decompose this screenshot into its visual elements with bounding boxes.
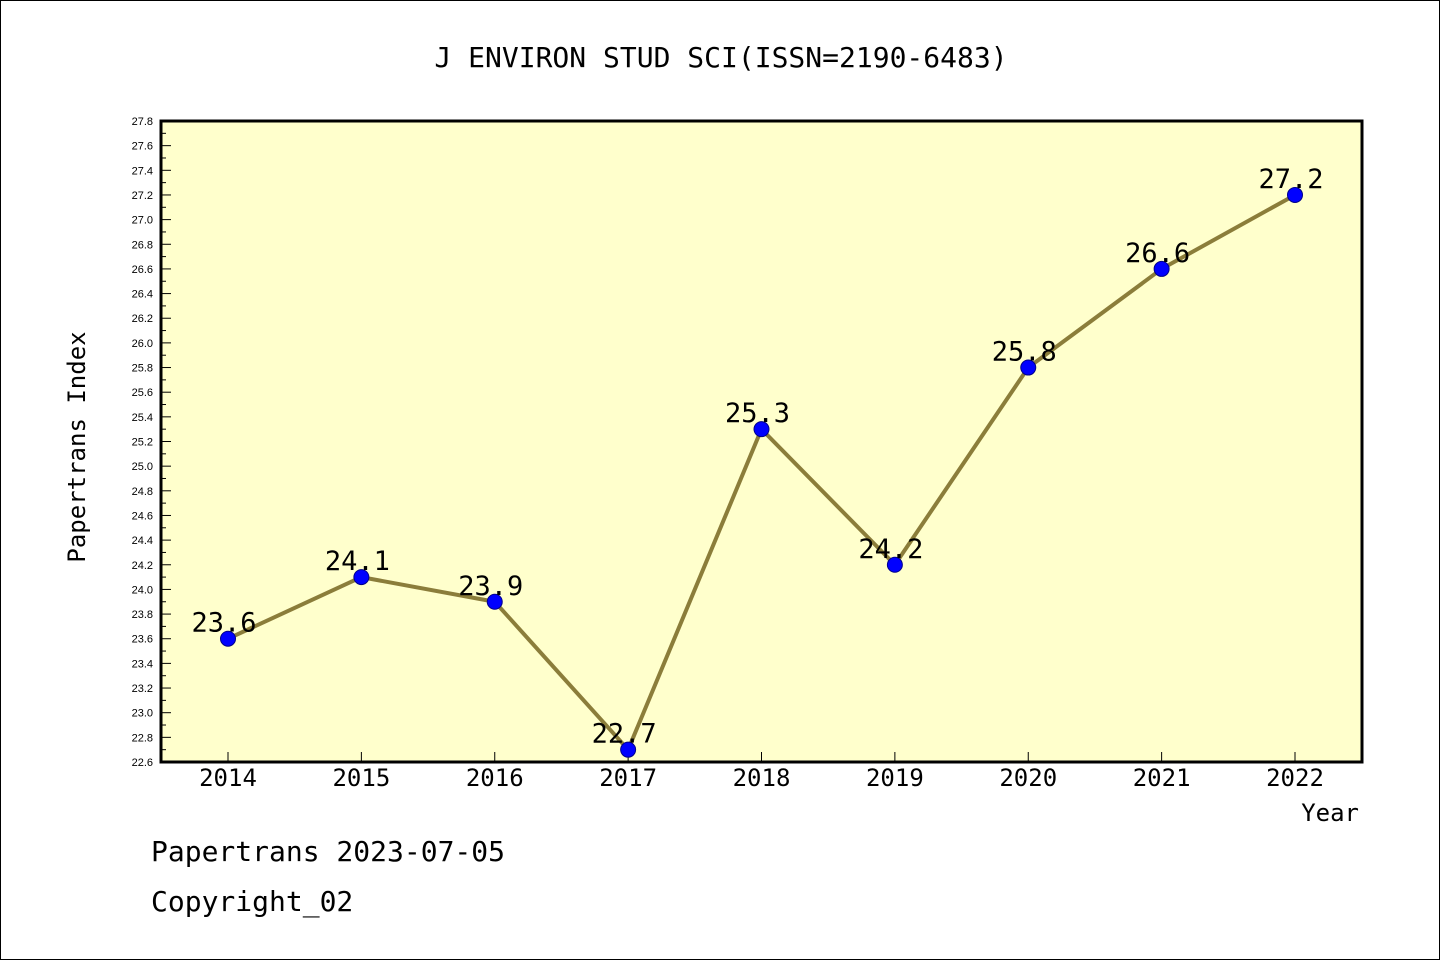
x-axis-label: Year: [1301, 799, 1359, 827]
data-label: 24.2: [858, 534, 923, 565]
x-tick-label: 2020: [999, 764, 1057, 792]
y-tick-label: 23.4: [132, 658, 153, 670]
data-label: 25.3: [725, 398, 790, 429]
x-tick-label: 2014: [199, 764, 257, 792]
data-point: [486, 593, 503, 610]
data-point: [220, 630, 236, 647]
y-tick-label: 26.0: [132, 338, 153, 350]
data-label: 22.7: [592, 719, 657, 750]
y-tick-label: 25.2: [132, 437, 153, 449]
data-label: 23.6: [191, 608, 256, 639]
x-axis-ticks: 2014 2015 2016 2017 2018 2019 2020 2021 2022: [199, 752, 1324, 792]
y-tick-label: 25.0: [132, 461, 153, 473]
data-point: [353, 569, 370, 586]
data-label: 23.9: [458, 571, 523, 602]
data-label: 24.1: [325, 546, 390, 577]
x-tick-label: 2015: [332, 764, 390, 792]
x-tick-label: 2017: [599, 764, 657, 792]
y-tick-label: 26.2: [132, 313, 153, 325]
data-point: [1020, 359, 1037, 376]
x-tick-label: 2021: [1133, 764, 1191, 792]
chart-title: J ENVIRON STUD SCI(ISSN=2190-6483): [434, 41, 1007, 74]
series-layer: 23.6 24.1 23.9 22.7 25.3 24.2 25.8 26.6 27.2: [191, 164, 1324, 758]
data-point: [1287, 186, 1303, 203]
footer-date: Papertrans 2023-07-05: [151, 835, 506, 868]
x-tick-label: 2022: [1266, 764, 1324, 792]
y-tick-label: 26.8: [132, 239, 153, 251]
y-tick-label: 25.6: [132, 387, 153, 399]
y-tick-label: 27.8: [132, 116, 153, 128]
y-axis-label: Papertrans Index: [63, 331, 91, 562]
y-tick-label: 24.0: [132, 584, 153, 596]
footer-copyright: Copyright_02: [151, 885, 354, 918]
plot-area: [159, 119, 1364, 764]
y-tick-label: 23.6: [132, 634, 153, 646]
data-label: 25.8: [992, 337, 1057, 368]
y-tick-label: 27.4: [132, 165, 153, 177]
y-tick-label: 24.6: [132, 510, 153, 522]
x-tick-label: 2019: [866, 764, 924, 792]
y-tick-label: 27.2: [132, 190, 153, 202]
data-label: 27.2: [1258, 164, 1323, 195]
y-axis-ticks: 22.6 22.8 23.0 23.2 23.4 23.6 23.8 24.0 24.2 24.4…: [132, 116, 171, 769]
y-tick-label: 23.0: [132, 708, 153, 720]
x-tick-label: 2016: [466, 764, 524, 792]
y-tick-label: 26.4: [132, 289, 153, 301]
y-tick-label: 27.6: [132, 141, 153, 153]
y-tick-label: 27.0: [132, 215, 153, 227]
y-tick-label: 25.8: [132, 363, 153, 375]
x-tick-label: 2018: [733, 764, 791, 792]
y-tick-label: 26.6: [132, 264, 153, 276]
data-point: [1153, 260, 1170, 277]
y-tick-label: 22.8: [132, 732, 153, 744]
y-tick-label: 23.2: [132, 683, 153, 695]
y-tick-label: 25.4: [132, 412, 153, 424]
y-tick-label: 24.2: [132, 560, 153, 572]
data-point: [753, 421, 770, 438]
data-label: 26.6: [1125, 238, 1190, 269]
y-tick-label: 24.4: [132, 535, 153, 547]
y-tick-label: 24.8: [132, 486, 153, 498]
data-point: [886, 556, 903, 573]
y-tick-label: 22.6: [132, 757, 153, 769]
y-tick-label: 23.8: [132, 609, 153, 621]
data-point: [620, 741, 637, 758]
